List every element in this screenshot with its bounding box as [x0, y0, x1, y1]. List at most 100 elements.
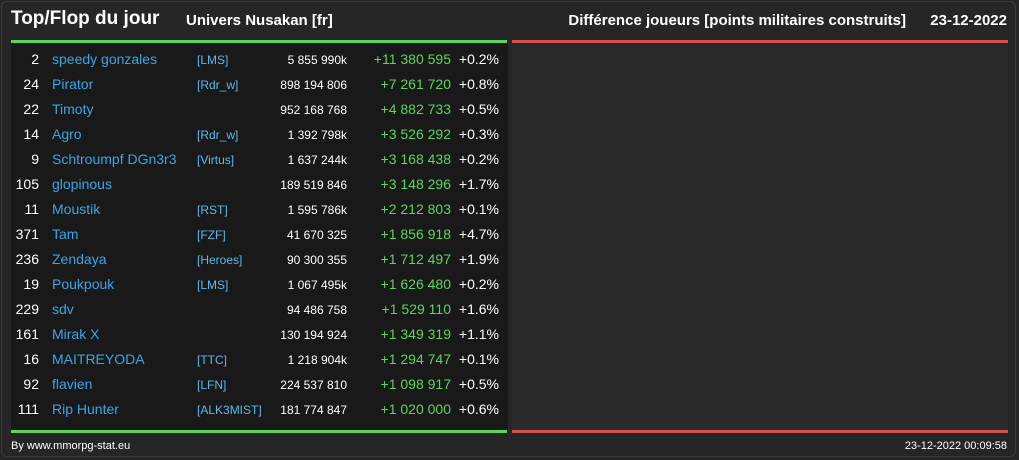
table-row: 16 MAITREYODA [TTC] 1 218 904k +1 294 747 +0.… — [11, 347, 508, 372]
footer-credit-link[interactable]: By www.mmorpg-stat.eu — [11, 440, 131, 452]
universe-label: Univers Nusakan [fr] — [186, 12, 333, 29]
points-difference: +3 168 438 — [380, 151, 451, 167]
alliance-tag-link[interactable]: [RST] — [197, 203, 228, 217]
percent-change: +1.6% — [458, 301, 499, 317]
points-difference: +1 712 497 — [380, 251, 451, 267]
table-row: 2 speedy gonzales [LMS] 5 855 990k +11 380 5… — [11, 47, 508, 72]
player-rank: 371 — [15, 226, 39, 242]
table-row: 92 flavien [LFN] 224 537 810 +1 098 917 +0.5% — [11, 372, 508, 397]
points-difference: +1 098 917 — [380, 376, 451, 392]
percent-change: +1.7% — [458, 176, 499, 192]
player-rank: 2 — [31, 51, 39, 67]
percent-change: +0.1% — [458, 351, 499, 367]
player-rank: 105 — [15, 176, 39, 192]
footer-timestamp: 23-12-2022 00:09:58 — [904, 440, 1007, 452]
table-row: 14 Agro [Rdr_w] 1 392 798k +3 526 292 +0.3% — [11, 122, 508, 147]
player-points: 1 067 495k — [287, 278, 347, 292]
player-points: 952 168 768 — [280, 103, 347, 117]
top-accent-bar-bottom — [11, 430, 507, 433]
table-row: 105 glopinous 189 519 846 +3 148 296 +1.7% — [11, 172, 508, 197]
player-rank: 161 — [15, 326, 39, 342]
table-row: 371 Tam [FZF] 41 670 325 +1 856 918 +4.7% — [11, 222, 508, 247]
player-rank: 24 — [23, 76, 39, 92]
points-difference: +3 526 292 — [380, 126, 451, 142]
player-rank: 16 — [23, 351, 39, 367]
percent-change: +0.2% — [458, 51, 499, 67]
player-rank: 19 — [23, 276, 39, 292]
alliance-tag-link[interactable]: [LMS] — [197, 53, 229, 67]
player-name-link[interactable]: Zendaya — [52, 251, 107, 267]
player-name-link[interactable]: Mirak X — [52, 326, 100, 342]
page-title: Top/Flop du jour — [11, 8, 160, 29]
header: Top/Flop du jour Univers Nusakan [fr] Di… — [0, 0, 1019, 38]
alliance-tag-link[interactable]: [ALK3MIST] — [197, 403, 262, 417]
player-points: 224 537 810 — [280, 378, 347, 392]
player-points: 41 670 325 — [286, 228, 347, 242]
player-rank: 11 — [24, 201, 39, 217]
table-row: 236 Zendaya [Heroes] 90 300 355 +1 712 497 +1… — [11, 247, 508, 272]
flop-accent-bar-bottom — [512, 430, 1008, 433]
player-points: 5 855 990k — [287, 53, 347, 67]
alliance-tag-link[interactable]: [LFN] — [197, 378, 227, 392]
percent-change: +0.1% — [458, 201, 499, 217]
player-name-link[interactable]: Agro — [52, 126, 82, 142]
table-row: 24 Pirator [Rdr_w] 898 194 806 +7 261 720 +0.… — [11, 72, 508, 97]
percent-change: +4.7% — [458, 226, 499, 242]
player-name-link[interactable]: Pirator — [52, 76, 94, 92]
flop-players-panel — [512, 43, 1008, 430]
alliance-tag-link[interactable]: [LMS] — [197, 278, 229, 292]
player-rank: 229 — [15, 301, 39, 317]
points-difference: +7 261 720 — [380, 76, 451, 92]
player-name-link[interactable]: Schtroumpf DGn3r3 — [52, 151, 177, 167]
player-name-link[interactable]: sdv — [52, 301, 74, 317]
player-points: 94 486 758 — [286, 303, 347, 317]
player-rank: 22 — [23, 101, 39, 117]
points-difference: +11 380 595 — [373, 51, 451, 67]
table-row: 161 Mirak X 130 194 924 +1 349 319 +1.1% — [11, 322, 508, 347]
player-points: 1 218 904k — [287, 353, 347, 367]
player-name-link[interactable]: Rip Hunter — [52, 401, 119, 417]
alliance-tag-link[interactable]: [Rdr_w] — [197, 78, 239, 92]
points-difference: +2 212 803 — [380, 201, 451, 217]
player-rank: 111 — [17, 401, 39, 417]
percent-change: +0.5% — [458, 101, 499, 117]
alliance-tag-link[interactable]: [FZF] — [197, 228, 226, 242]
percent-change: +0.8% — [458, 76, 499, 92]
player-points: 1 392 798k — [287, 128, 347, 142]
player-name-link[interactable]: Tam — [52, 226, 79, 242]
points-difference: +1 349 319 — [380, 326, 451, 342]
player-name-link[interactable]: speedy gonzales — [52, 51, 158, 67]
points-difference: +4 882 733 — [380, 101, 451, 117]
alliance-tag-link[interactable]: [TTC] — [197, 353, 227, 367]
alliance-tag-link[interactable]: [Rdr_w] — [197, 128, 239, 142]
header-date: 23-12-2022 — [930, 12, 1007, 29]
player-rank: 9 — [31, 151, 39, 167]
player-rank: 236 — [15, 251, 39, 267]
percent-change: +0.3% — [458, 126, 499, 142]
table-row: 19 Poukpouk [LMS] 1 067 495k +1 626 480 +0.2% — [11, 272, 508, 297]
player-rank: 14 — [23, 126, 39, 142]
percent-change: +0.2% — [458, 276, 499, 292]
points-difference: +1 020 000 — [380, 401, 451, 417]
player-name-link[interactable]: glopinous — [52, 176, 112, 192]
player-name-link[interactable]: MAITREYODA — [52, 351, 145, 367]
flop-accent-bar — [512, 40, 1008, 43]
top-players-panel: 2 speedy gonzales [LMS] 5 855 990k +11 380 5… — [11, 43, 508, 430]
percent-change: +1.9% — [458, 251, 499, 267]
alliance-tag-link[interactable]: [Virtus] — [197, 153, 235, 167]
percent-change: +1.1% — [458, 326, 499, 342]
table-row: 229 sdv 94 486 758 +1 529 110 +1.6% — [11, 297, 508, 322]
alliance-tag-link[interactable]: [Heroes] — [197, 253, 243, 267]
table-row: 22 Timoty 952 168 768 +4 882 733 +0.5% — [11, 97, 508, 122]
player-name-link[interactable]: Moustik — [52, 201, 101, 217]
player-points: 181 774 847 — [280, 403, 347, 417]
top-players-list: 2 speedy gonzales [LMS] 5 855 990k +11 380 5… — [11, 47, 508, 422]
player-name-link[interactable]: Timoty — [52, 101, 94, 117]
table-row: 11 Moustik [RST] 1 595 786k +2 212 803 +0.1% — [11, 197, 508, 222]
player-rank: 92 — [23, 376, 39, 392]
percent-change: +0.5% — [458, 376, 499, 392]
metric-label: Différence joueurs [points militaires co… — [568, 12, 906, 29]
player-name-link[interactable]: Poukpouk — [52, 276, 115, 292]
player-name-link[interactable]: flavien — [52, 376, 93, 392]
